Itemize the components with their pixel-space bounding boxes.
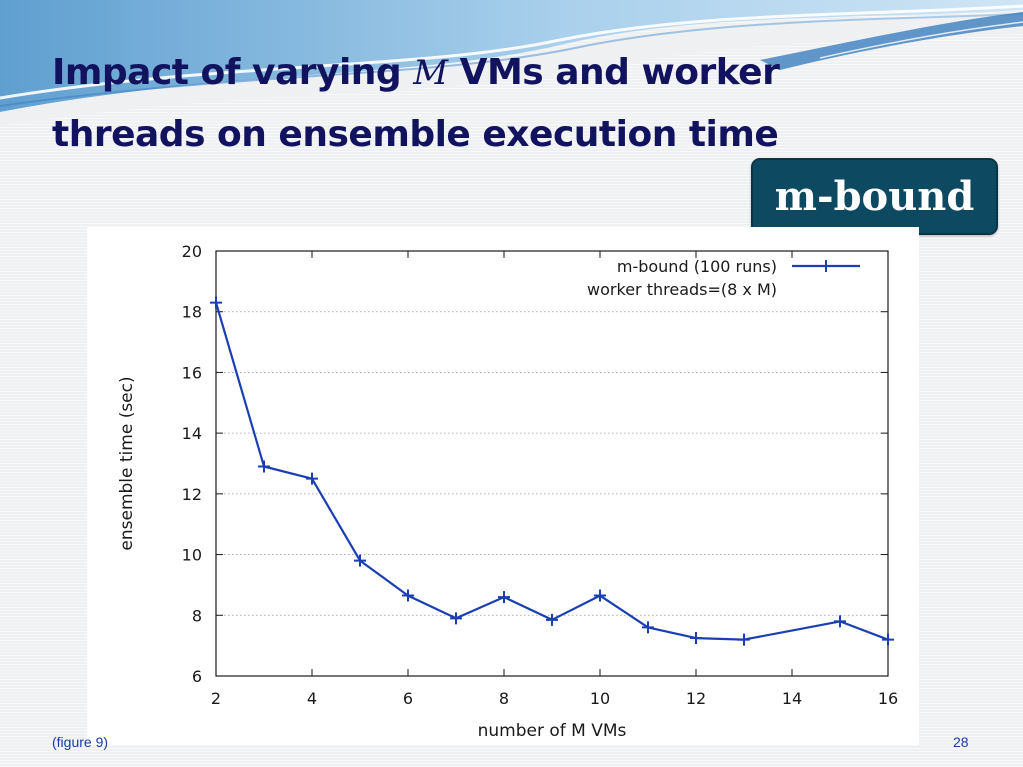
chart-panel: 2 4 6 8 10 12 14 16 6 8 10 12 14 16 18 20 number of M … — [87, 227, 919, 745]
x-tick-label: 4 — [307, 689, 317, 708]
data-point-marker — [738, 633, 750, 646]
header-swoosh-decoration — [0, 0, 1023, 126]
data-point-marker — [546, 613, 558, 626]
y-tick-label: 10 — [182, 546, 202, 565]
x-tick-label: 12 — [686, 689, 706, 708]
legend-swatch-marker — [820, 260, 832, 272]
x-tick-label: 2 — [211, 689, 221, 708]
title-text-after: VMs and worker threads on ensemble execu… — [52, 52, 780, 155]
data-point-marker — [306, 472, 318, 485]
data-point-marker — [834, 615, 846, 628]
data-point-marker — [642, 621, 654, 634]
y-tick-label: 8 — [192, 606, 202, 625]
plot-frame — [215, 250, 889, 677]
y-tick-label: 6 — [192, 667, 202, 686]
x-tick-label: 14 — [782, 689, 802, 708]
title-symbol-m: M — [413, 53, 448, 93]
data-point-marker — [402, 589, 414, 602]
data-point-marker — [690, 632, 702, 645]
x-tick-label: 16 — [878, 689, 898, 708]
data-point-marker — [450, 612, 462, 625]
data-point-marker — [210, 296, 222, 309]
data-point-marker — [258, 460, 270, 473]
series-m-bound — [210, 296, 894, 646]
x-axis-label: number of M VMs — [478, 721, 627, 741]
legend: m-bound (100 runs) worker threads=(8 x M… — [587, 257, 860, 299]
ensemble-time-chart: 2 4 6 8 10 12 14 16 6 8 10 12 14 16 18 20 number of M … — [117, 242, 898, 741]
title-text-before: Impact of varying — [52, 52, 414, 93]
figure-caption: (figure 9) — [52, 734, 109, 750]
page-number: 28 — [953, 734, 969, 750]
m-bound-badge: m-bound — [751, 158, 998, 235]
data-point-marker — [498, 591, 510, 604]
legend-label-2: worker threads=(8 x M) — [587, 280, 777, 299]
axis-ticks — [215, 250, 889, 677]
series-line — [214, 302, 889, 641]
legend-label-1: m-bound (100 runs) — [617, 257, 777, 276]
grid-lines — [216, 311, 888, 616]
data-point-marker — [594, 589, 606, 602]
y-tick-label: 18 — [182, 303, 202, 322]
y-axis-label: ensemble time (sec) — [117, 376, 137, 550]
x-tick-label: 10 — [590, 689, 610, 708]
x-tick-label: 6 — [403, 689, 413, 708]
y-tick-label: 20 — [182, 242, 202, 261]
y-tick-label: 12 — [182, 485, 202, 504]
y-tick-label: 16 — [182, 363, 202, 382]
x-tick-label: 8 — [499, 689, 509, 708]
x-tick-labels: 2 4 6 8 10 12 14 16 — [211, 689, 898, 708]
data-point-marker — [354, 554, 366, 567]
y-tick-labels: 6 8 10 12 14 16 18 20 — [182, 242, 202, 686]
y-tick-label: 14 — [182, 424, 202, 443]
slide-title: Impact of varying M VMs and worker threa… — [52, 42, 882, 166]
data-point-marker — [882, 633, 894, 646]
